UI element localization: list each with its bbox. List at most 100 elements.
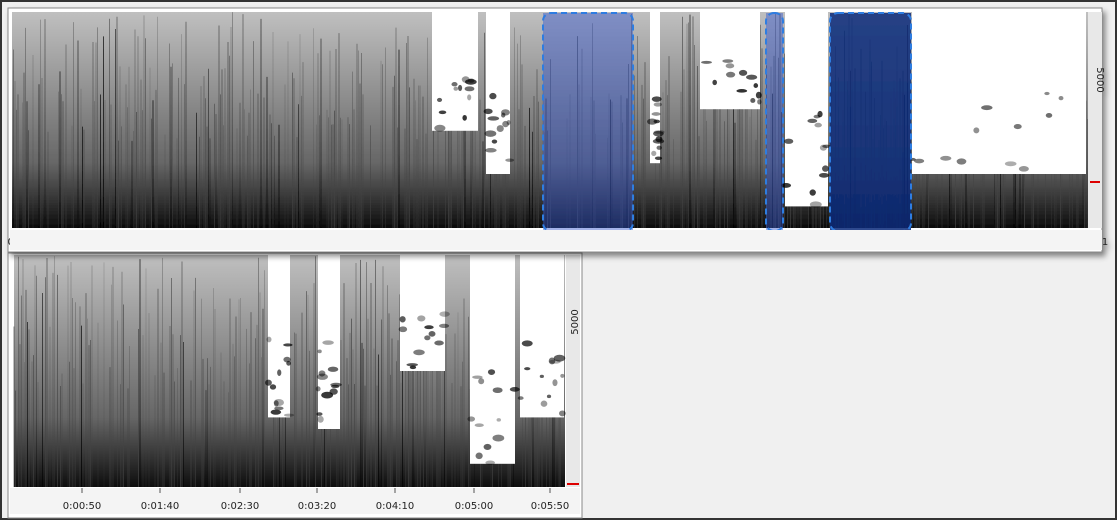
blob: [465, 86, 475, 91]
blob: [750, 98, 755, 103]
blob: [437, 98, 442, 102]
blob: [981, 105, 992, 110]
spectrogram: [14, 255, 566, 487]
blob: [524, 367, 530, 370]
blob: [501, 109, 510, 115]
quiet-band: [520, 255, 564, 417]
quiet-band: [432, 12, 478, 131]
blob: [283, 343, 292, 346]
blob: [434, 125, 445, 132]
blob: [652, 96, 662, 102]
blob: [1005, 161, 1017, 166]
blob: [453, 87, 458, 91]
blob: [1046, 113, 1053, 118]
blob: [973, 127, 979, 133]
blob: [652, 112, 661, 116]
blob: [1014, 124, 1022, 129]
blob: [488, 369, 495, 375]
blob: [722, 59, 733, 63]
freq-strip: [566, 255, 580, 487]
blob: [746, 75, 757, 80]
blob: [316, 412, 322, 416]
blob: [478, 378, 484, 384]
freq-strip: [1088, 12, 1102, 228]
blob: [322, 340, 333, 345]
blob: [739, 70, 747, 76]
blob: [265, 380, 272, 386]
blob: [814, 115, 821, 119]
blob: [424, 335, 430, 340]
blob: [277, 369, 281, 376]
time-label: 0:05:00: [455, 501, 494, 512]
frequency-label: 5000: [570, 309, 581, 334]
blob: [484, 109, 493, 115]
blob: [475, 423, 484, 427]
blob: [270, 384, 276, 389]
blob: [439, 311, 449, 316]
selection-fill: [543, 13, 633, 231]
blob: [810, 201, 822, 207]
blob: [274, 400, 279, 406]
blob: [505, 158, 514, 161]
blob: [726, 72, 735, 78]
blob: [712, 80, 717, 85]
blob: [271, 410, 281, 415]
blob: [492, 435, 504, 442]
blob: [547, 395, 551, 399]
frequency-label: 5000: [1094, 67, 1105, 92]
blob: [328, 367, 338, 372]
time-label: 0:05:50: [531, 501, 570, 512]
blob: [319, 370, 326, 376]
blob: [439, 324, 449, 328]
blob: [399, 316, 405, 322]
blob: [462, 115, 467, 121]
blob: [914, 159, 924, 164]
blob: [654, 102, 662, 106]
blob: [754, 83, 759, 88]
time-axis: [10, 230, 1102, 250]
blob: [736, 89, 747, 93]
blob: [541, 401, 548, 407]
time-label: 0:01:40: [141, 501, 180, 512]
blob: [809, 189, 815, 195]
blob: [757, 99, 761, 104]
blob: [726, 63, 735, 68]
time-label: 0:04:10: [376, 501, 415, 512]
time-label: 0:00:50: [63, 501, 102, 512]
blob: [465, 79, 477, 85]
blob: [424, 325, 433, 329]
blob: [814, 123, 821, 128]
blob: [399, 326, 407, 332]
blob: [1059, 96, 1064, 100]
blob: [485, 148, 497, 152]
blob: [316, 386, 321, 391]
blob: [489, 93, 496, 99]
blob: [784, 139, 793, 144]
blob: [701, 61, 712, 64]
blob: [317, 416, 323, 423]
screenshot: 5000 0:00:500:01:400:02:300:03:200:04:10…: [0, 0, 1117, 520]
blob: [476, 453, 483, 460]
blob: [451, 82, 457, 86]
blob: [651, 151, 656, 156]
blob: [647, 119, 657, 125]
blob: [518, 396, 524, 400]
blob: [822, 165, 829, 171]
blob: [497, 125, 504, 132]
blob: [756, 92, 762, 99]
top-panel: 000:01:400:03:200:05:000:06:400:08:200:1…: [8, 8, 1109, 252]
blob: [819, 173, 829, 178]
blob: [654, 130, 665, 134]
blob: [434, 341, 444, 346]
blob: [439, 110, 447, 114]
time-label: 0:03:20: [298, 501, 337, 512]
blob: [807, 119, 817, 123]
blob: [330, 383, 342, 387]
blob: [940, 156, 951, 161]
blob: [429, 331, 436, 337]
blob: [657, 146, 662, 150]
blob: [484, 444, 492, 450]
blob: [540, 375, 544, 378]
blob: [330, 388, 338, 394]
